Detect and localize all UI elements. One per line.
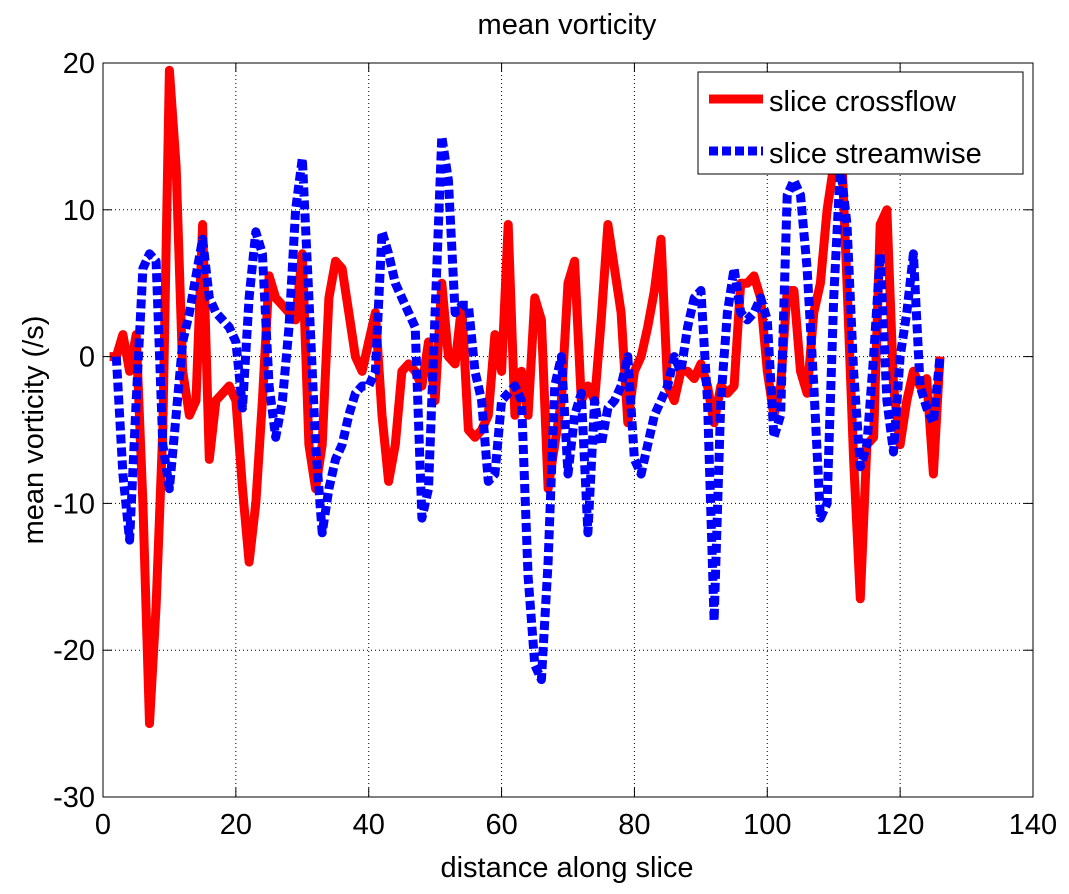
axis-ticks: 0 20 40 60 80 100 120 140 -30 -20 -10 0 10 20 — [53, 48, 1057, 841]
series-line-streamwise — [111, 131, 945, 685]
legend-box — [697, 71, 1024, 175]
axes-box — [102, 62, 1034, 798]
chart-title: mean vorticity — [478, 9, 657, 41]
y-axis-label: mean vorticity (/s) — [18, 316, 50, 545]
y-tick-label: -20 — [53, 635, 95, 667]
legend: slice crossflow slice streamwise — [697, 71, 1024, 175]
y-tick-label: -30 — [53, 782, 95, 814]
x-tick-label: 40 — [353, 809, 385, 841]
x-axis-label: distance along slice — [440, 852, 693, 884]
y-tick-label: 20 — [63, 48, 95, 80]
series-line-crossflow — [109, 65, 945, 729]
legend-label-crossflow: slice crossflow — [769, 86, 957, 118]
x-tick-label: 140 — [1009, 809, 1057, 841]
x-tick-label: 60 — [485, 809, 517, 841]
x-tick-label: 80 — [618, 809, 650, 841]
y-tick-label: 10 — [63, 195, 95, 227]
y-tick-label: 0 — [79, 342, 95, 374]
x-tick-label: 100 — [743, 809, 791, 841]
plot-area — [109, 65, 945, 729]
x-tick-label: 20 — [220, 809, 252, 841]
legend-label-streamwise: slice streamwise — [769, 138, 982, 170]
y-tick-label: -10 — [53, 488, 95, 520]
x-tick-label: 120 — [876, 809, 924, 841]
x-tick-label: 0 — [95, 809, 111, 841]
